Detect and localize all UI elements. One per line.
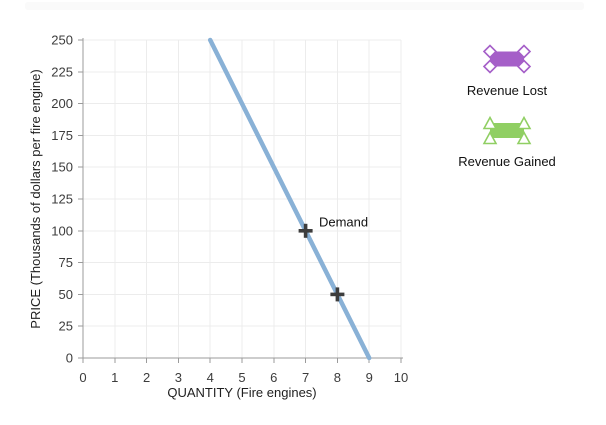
y-tick-label: 25 xyxy=(59,319,73,334)
x-tick-label: 1 xyxy=(111,370,118,385)
scrollbar-track[interactable] xyxy=(25,2,584,10)
y-tick-label: 125 xyxy=(51,192,73,207)
legend-item-revenue-lost[interactable]: Revenue Lost xyxy=(467,44,547,98)
corner-diamond-icon xyxy=(516,59,532,74)
legend-label-revenue-gained: Revenue Gained xyxy=(458,154,556,169)
legend-item-revenue-gained[interactable]: Revenue Gained xyxy=(458,115,556,169)
y-tick-label: 50 xyxy=(59,287,73,302)
x-tick-label: 2 xyxy=(143,370,150,385)
x-axis-title: QUANTITY (Fire engines) xyxy=(167,385,316,400)
legend-label-revenue-lost: Revenue Lost xyxy=(466,83,548,98)
x-tick-label: 3 xyxy=(175,370,182,385)
revenue-lost-swatch-icon[interactable] xyxy=(481,44,533,74)
y-tick-label: 75 xyxy=(59,255,73,270)
y-tick-label: 250 xyxy=(51,33,73,48)
x-tick-label: 6 xyxy=(270,370,277,385)
y-tick-label: 0 xyxy=(66,351,73,366)
x-tick-label: 10 xyxy=(394,370,408,385)
corner-triangle-icon xyxy=(482,115,498,130)
corner-diamond-icon xyxy=(482,59,498,74)
y-tick-label: 175 xyxy=(51,128,73,143)
y-tick-label: 100 xyxy=(51,223,73,238)
x-tick-label: 0 xyxy=(79,370,86,385)
y-tick-label: 200 xyxy=(51,96,73,111)
legend: Revenue Lost Revenue Gained xyxy=(451,44,563,169)
x-tick-label: 5 xyxy=(238,370,245,385)
y-axis-title: PRICE (Thousands of dollars per fire eng… xyxy=(28,69,43,328)
demand-line[interactable] xyxy=(207,37,372,361)
y-tick-label: 150 xyxy=(51,160,73,175)
revenue-lost-rect xyxy=(489,51,524,67)
corner-triangle-icon xyxy=(482,130,498,145)
revenue-gained-swatch-icon[interactable] xyxy=(481,115,533,145)
corner-diamond-icon xyxy=(516,44,532,59)
x-tick-label: 9 xyxy=(366,370,373,385)
corner-triangle-icon xyxy=(516,130,532,145)
x-tick-label: 7 xyxy=(302,370,309,385)
x-tick-label: 4 xyxy=(207,370,214,385)
corner-triangle-icon xyxy=(516,115,532,130)
demand-line-label: Demand xyxy=(319,214,368,229)
y-tick-label: 225 xyxy=(51,64,73,79)
corner-diamond-icon xyxy=(482,44,498,59)
revenue-gained-rect xyxy=(489,123,524,138)
x-tick-label: 8 xyxy=(334,370,341,385)
